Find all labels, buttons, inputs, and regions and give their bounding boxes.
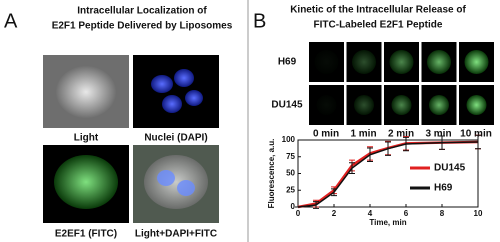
error-bar [475, 134, 481, 150]
time-label: 0 min [313, 129, 339, 140]
panel-letter: A [4, 10, 18, 32]
error-bar [313, 201, 319, 209]
chart: 0 25 50 75 100 0 2 4 6 8 10 Time, min Fluorescence, … [267, 134, 483, 227]
y-tick-label: 25 [286, 185, 295, 194]
x-tick-label: 10 [474, 209, 483, 218]
image-label: Light [74, 133, 99, 144]
error-bar [403, 136, 409, 152]
x-tick-label: 4 [368, 209, 373, 218]
y-tick-label: 75 [286, 152, 295, 161]
time-label: 10 min [460, 129, 492, 140]
panel-title: FITC-Labeled E2F1 Peptide [314, 20, 443, 31]
cell [464, 50, 489, 74]
cell [389, 50, 414, 74]
cell [427, 50, 451, 74]
error-bar [385, 141, 391, 156]
y-axis-label: Fluorescence, a.u. [267, 139, 276, 209]
thumbnails: H69 DU145 0 min 1 min 2 min 3 min 10 min [271, 42, 494, 140]
cell [316, 95, 337, 115]
panel-title: E2F1 Peptide Delivered by Liposomes [52, 21, 233, 32]
row-label: H69 [278, 57, 297, 68]
y-tick-label: 0 [291, 202, 296, 211]
cell [466, 95, 487, 115]
cell [352, 50, 376, 74]
cell [314, 50, 339, 74]
micrograph [133, 55, 219, 128]
image-label: E2EF1 (FITC) [55, 229, 117, 240]
micrograph [43, 55, 129, 128]
image-label: Nuclei (DAPI) [144, 133, 207, 144]
x-tick-label: 0 [296, 209, 301, 218]
time-label: 3 min [425, 129, 451, 140]
panel-letter: B [253, 10, 266, 32]
time-label: 1 min [350, 129, 376, 140]
panel-title: Intracellular Localization of [77, 6, 207, 17]
micrograph [133, 145, 219, 223]
cell [354, 95, 374, 115]
error-bar [439, 135, 445, 150]
cell [429, 95, 449, 115]
cell [391, 95, 412, 115]
error-bar [331, 188, 337, 197]
error-bar [349, 162, 355, 174]
y-tick-label: 50 [286, 169, 295, 178]
x-tick-label: 6 [404, 209, 409, 218]
image-label: Light+DAPI+FITC [135, 229, 217, 240]
x-axis-label: Time, min [369, 218, 406, 227]
x-tick-label: 8 [440, 209, 445, 218]
panel-title: Kinetic of the Intracellular Release of [290, 5, 466, 16]
error-bar [367, 147, 373, 162]
y-tick-label: 100 [282, 135, 296, 144]
micrograph [43, 145, 129, 223]
legend-label: H69 [434, 183, 453, 194]
time-label: 2 min [388, 129, 414, 140]
legend-label: DU145 [434, 163, 466, 174]
row-label: DU145 [271, 100, 303, 111]
x-tick-label: 2 [332, 209, 337, 218]
